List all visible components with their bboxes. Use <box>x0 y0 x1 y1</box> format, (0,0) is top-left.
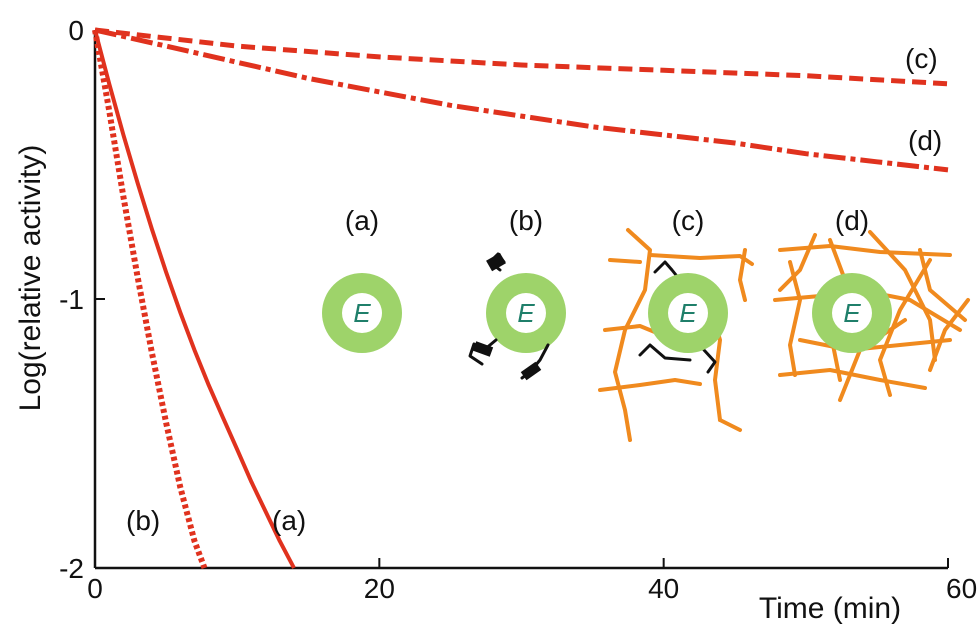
enzyme-core <box>832 293 872 333</box>
series-a-line <box>93 29 296 569</box>
series-b-label: (b) <box>126 505 160 536</box>
polymer-fiber <box>928 298 970 372</box>
series-b-line <box>92 29 208 570</box>
series-a-label: (a) <box>272 505 306 536</box>
enzyme-core <box>342 293 382 333</box>
polymer-fiber <box>648 253 754 266</box>
x-tick-label-1: 20 <box>364 573 395 604</box>
polymer-fiber <box>608 258 642 264</box>
crosslinker-head <box>472 341 494 357</box>
polymer-fiber <box>788 260 802 377</box>
scheme-label: (d) <box>835 205 869 236</box>
y-axis-title: Log(relative activity) <box>14 145 47 412</box>
series-c-line <box>94 27 949 87</box>
scheme-label: (b) <box>509 205 543 236</box>
polymer-fiber <box>613 228 652 442</box>
enzyme-core <box>506 293 546 333</box>
polymer-fiber <box>718 418 742 432</box>
scheme-layer: (a) E (b) E (c) E (d) E <box>322 205 970 442</box>
series-d-label: (d) <box>908 125 942 156</box>
series-d-line <box>94 27 949 173</box>
axis-ticks: 0 20 40 60 0 -1 -2 <box>59 15 977 604</box>
scheme-label: (a) <box>345 205 379 236</box>
scheme-entrapped: (d) E <box>773 205 970 402</box>
polymer-fiber <box>778 244 952 257</box>
y-tick-label-0: 0 <box>68 15 84 46</box>
polymer-fiber <box>778 368 927 390</box>
crosslinker-head <box>486 252 506 272</box>
x-tick-label-2: 40 <box>648 573 679 604</box>
enzyme-letter: E <box>679 298 697 328</box>
polymer-fiber <box>878 258 932 397</box>
scheme-free: (a) E <box>322 205 402 353</box>
x-tick-label-3: 60 <box>946 573 977 604</box>
scheme-label: (c) <box>672 205 705 236</box>
polymer-fiber <box>738 248 747 302</box>
crosslinker <box>638 343 692 362</box>
crosslinker-head <box>520 361 542 381</box>
scheme-entrapped-crosslinked: (c) E <box>598 205 754 442</box>
polymer-fiber <box>798 338 952 352</box>
series-layer: (a) (b) (c) (d) <box>92 27 949 570</box>
x-axis-title: Time (min) <box>759 592 901 625</box>
x-tick-label-0: 0 <box>87 573 103 604</box>
polymer-fiber <box>778 233 817 292</box>
y-tick-label-1: -1 <box>59 284 84 315</box>
enzyme-letter: E <box>843 298 861 328</box>
polymer-fiber <box>598 378 702 392</box>
polymer-fiber <box>918 248 967 322</box>
scheme-crosslinked: (b) E <box>468 205 566 381</box>
enzyme-letter: E <box>353 298 371 328</box>
series-c-label: (c) <box>905 43 938 74</box>
enzyme-core <box>668 293 708 333</box>
y-tick-label-2: -2 <box>59 553 84 584</box>
enzyme-letter: E <box>517 298 535 328</box>
crosslinker <box>702 348 717 374</box>
